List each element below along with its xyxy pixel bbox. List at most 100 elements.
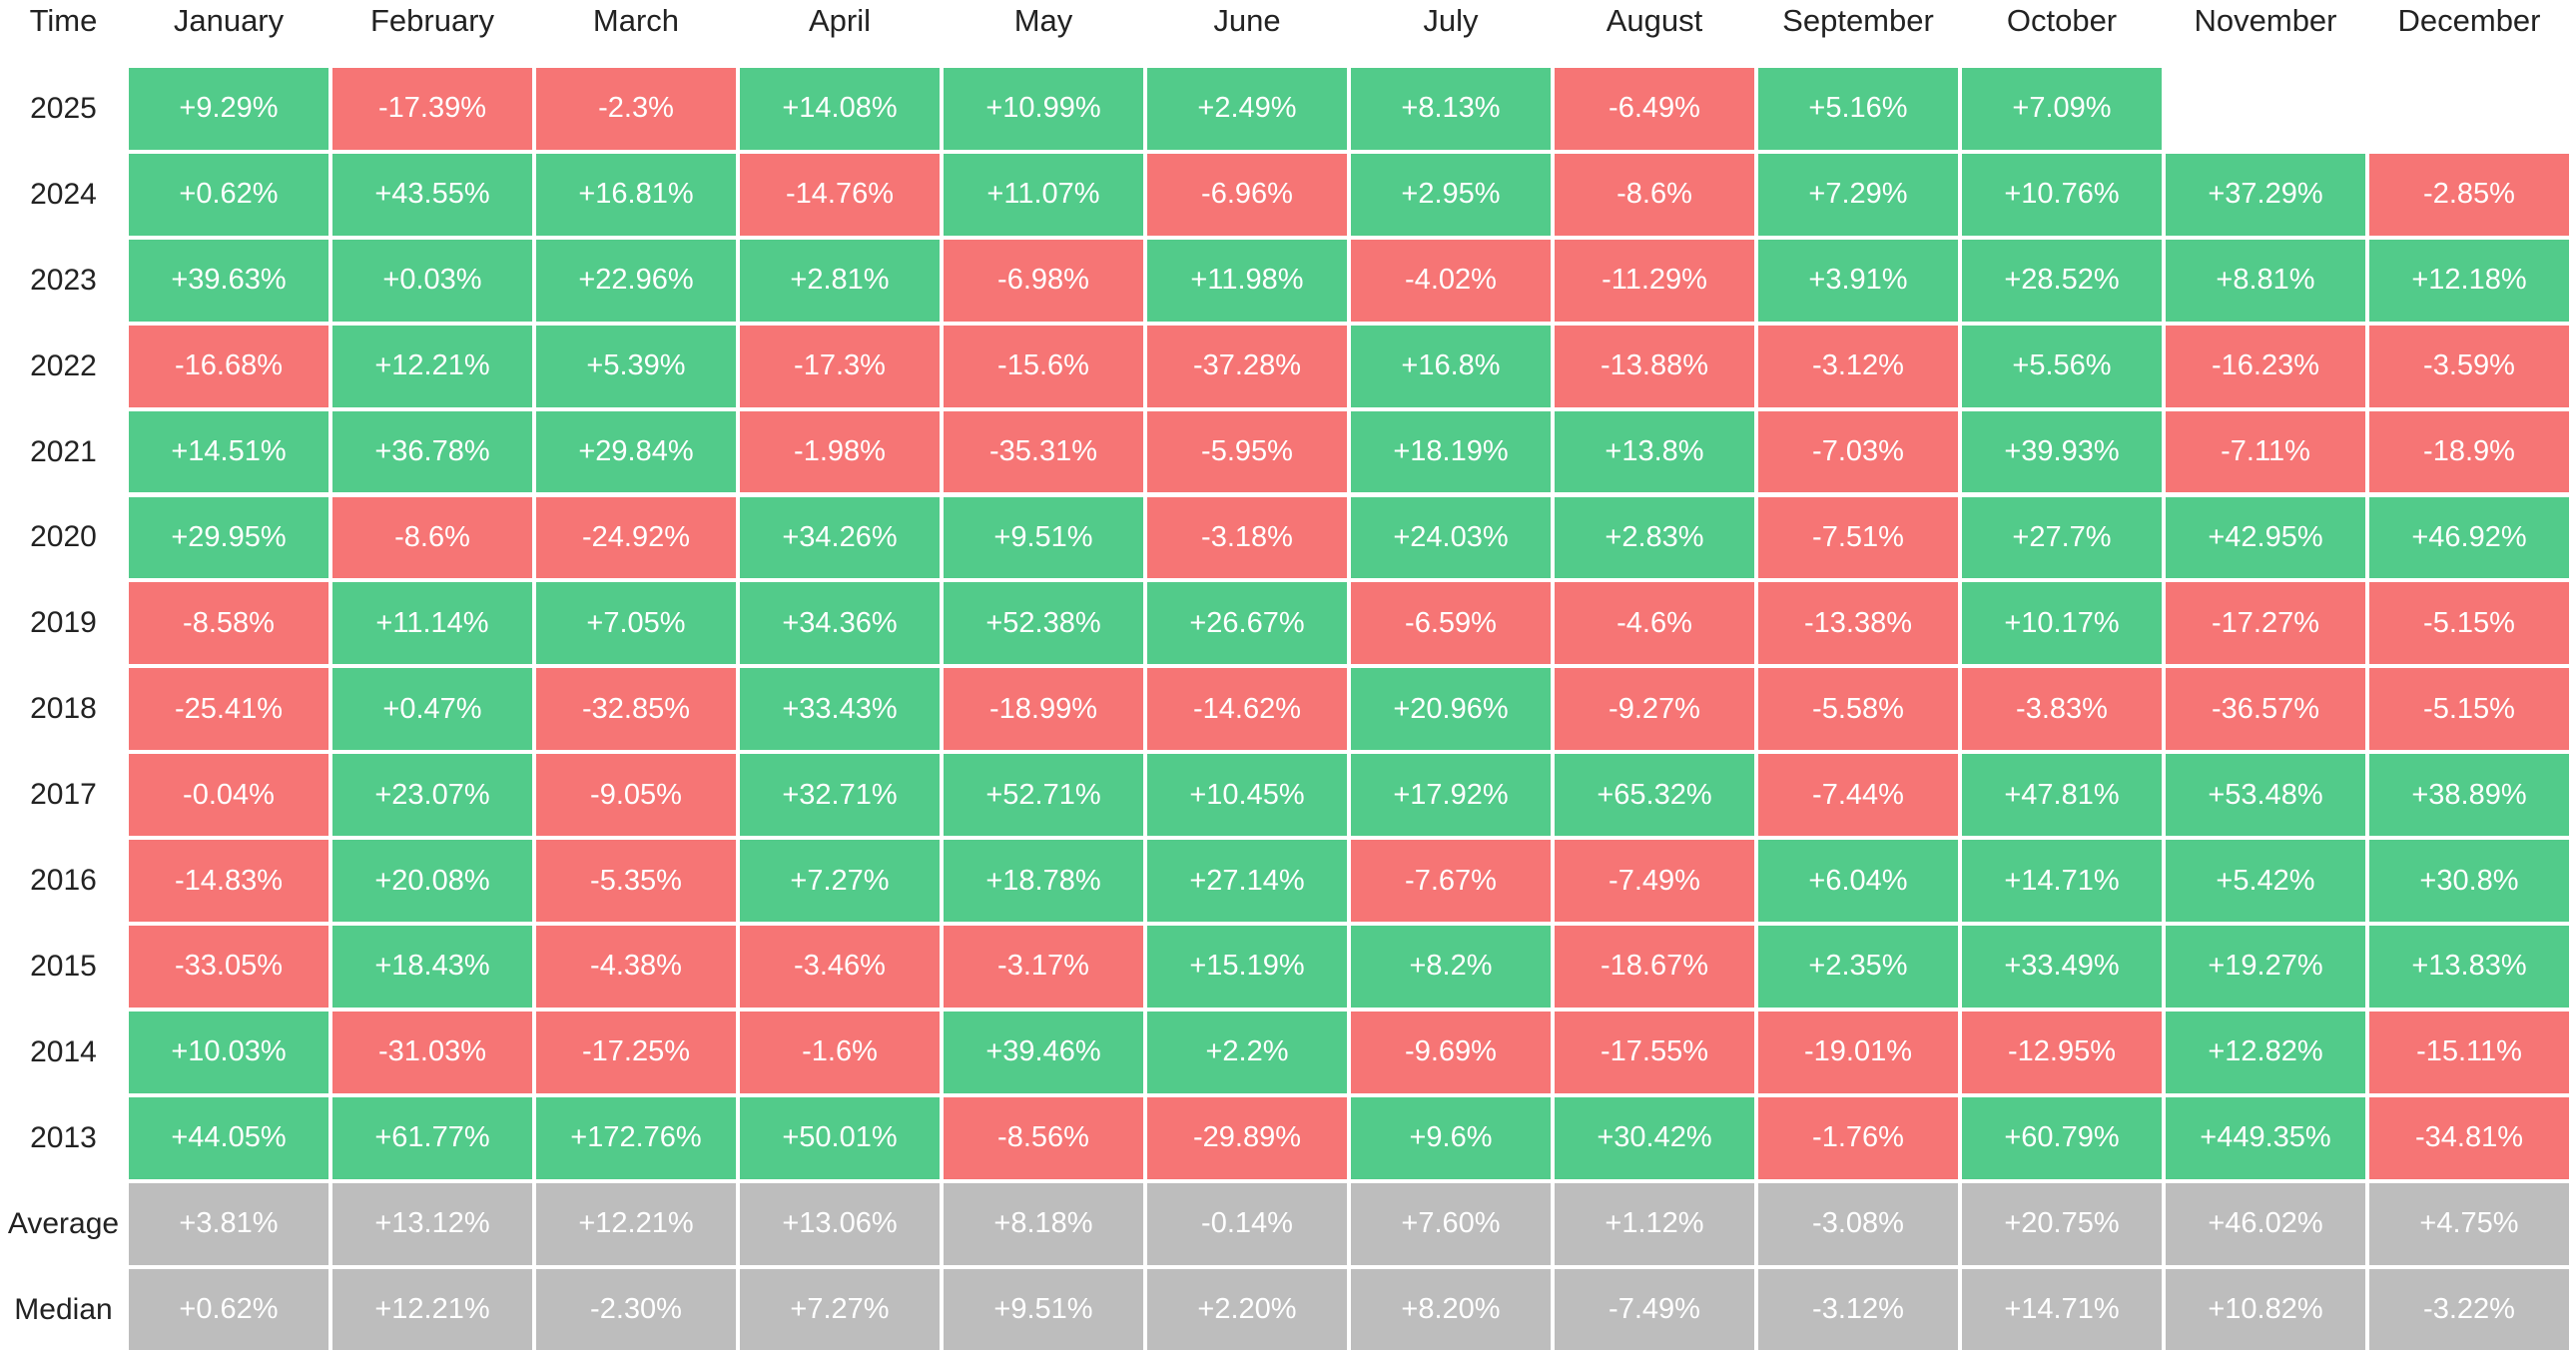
summary-cell: +9.51%: [942, 1266, 1145, 1353]
return-cell: +2.83%: [1553, 494, 1756, 581]
return-cell: -18.9%: [2367, 408, 2571, 495]
summary-cell: +10.82%: [2164, 1266, 2367, 1353]
return-cell: -9.69%: [1349, 1009, 1553, 1095]
return-cell: -8.58%: [127, 580, 330, 667]
return-cell: +0.03%: [330, 237, 534, 324]
return-cell: +33.43%: [738, 666, 942, 753]
return-cell: +0.62%: [127, 151, 330, 238]
return-cell: +14.71%: [1960, 838, 2164, 924]
return-cell: +8.13%: [1349, 66, 1553, 152]
return-cell: +172.76%: [534, 1094, 738, 1181]
return-cell: +7.29%: [1756, 151, 1960, 238]
return-cell: -7.67%: [1349, 838, 1553, 924]
year-label: 2024: [30, 177, 97, 211]
return-cell: +23.07%: [330, 752, 534, 839]
return-cell: -14.76%: [738, 151, 942, 238]
return-cell: +5.42%: [2164, 838, 2367, 924]
summary-cell: +46.02%: [2164, 1180, 2367, 1267]
return-cell: -7.51%: [1756, 494, 1960, 581]
return-cell: -37.28%: [1145, 323, 1349, 409]
return-cell: +50.01%: [738, 1094, 942, 1181]
return-cell: +10.45%: [1145, 752, 1349, 839]
return-cell: -29.89%: [1145, 1094, 1349, 1181]
month-header: January: [173, 3, 285, 38]
return-cell: +29.84%: [534, 408, 738, 495]
return-cell: +43.55%: [330, 151, 534, 238]
return-cell: +38.89%: [2367, 752, 2571, 839]
return-cell: -17.25%: [534, 1009, 738, 1095]
return-cell: +12.82%: [2164, 1009, 2367, 1095]
summary-cell: -3.08%: [1756, 1180, 1960, 1267]
summary-cell: +8.18%: [942, 1180, 1145, 1267]
return-cell: -1.76%: [1756, 1094, 1960, 1181]
return-cell: +5.39%: [534, 323, 738, 409]
month-header: March: [592, 3, 680, 38]
return-cell: +7.05%: [534, 580, 738, 667]
return-cell: +27.14%: [1145, 838, 1349, 924]
return-cell: +2.95%: [1349, 151, 1553, 238]
return-cell: +12.21%: [330, 323, 534, 409]
return-cell: -15.6%: [942, 323, 1145, 409]
return-cell: -18.99%: [942, 666, 1145, 753]
year-label: 2023: [30, 263, 97, 297]
return-cell: -17.3%: [738, 323, 942, 409]
return-cell: +61.77%: [330, 1094, 534, 1181]
return-cell: -8.6%: [1553, 151, 1756, 238]
return-cell: -8.56%: [942, 1094, 1145, 1181]
return-cell: +12.18%: [2367, 237, 2571, 324]
year-label: 2020: [30, 520, 97, 554]
return-cell: +17.92%: [1349, 752, 1553, 839]
return-cell: -5.15%: [2367, 666, 2571, 753]
return-cell: +18.43%: [330, 924, 534, 1010]
return-cell: +10.17%: [1960, 580, 2164, 667]
summary-cell: +13.06%: [738, 1180, 942, 1267]
return-cell: -32.85%: [534, 666, 738, 753]
return-cell: +39.63%: [127, 237, 330, 324]
return-cell: -4.02%: [1349, 237, 1553, 324]
return-cell: +449.35%: [2164, 1094, 2367, 1181]
return-cell: -1.98%: [738, 408, 942, 495]
return-cell: +39.93%: [1960, 408, 2164, 495]
return-cell: -3.59%: [2367, 323, 2571, 409]
return-cell: +10.03%: [127, 1009, 330, 1095]
return-cell: +5.56%: [1960, 323, 2164, 409]
month-header: October: [2006, 3, 2118, 38]
return-cell: -5.95%: [1145, 408, 1349, 495]
month-header: February: [369, 3, 495, 38]
return-cell: +53.48%: [2164, 752, 2367, 839]
return-cell: -17.55%: [1553, 1009, 1756, 1095]
summary-cell: -3.12%: [1756, 1266, 1960, 1353]
return-cell: +16.8%: [1349, 323, 1553, 409]
return-cell: +46.92%: [2367, 494, 2571, 581]
return-cell: -25.41%: [127, 666, 330, 753]
year-label: 2019: [30, 606, 97, 640]
header-corner: Time: [29, 3, 98, 38]
return-cell: +13.83%: [2367, 924, 2571, 1010]
return-cell: +2.49%: [1145, 66, 1349, 152]
return-cell: +6.04%: [1756, 838, 1960, 924]
return-cell: -16.68%: [127, 323, 330, 409]
return-cell: -3.46%: [738, 924, 942, 1010]
summary-cell: +3.81%: [127, 1180, 330, 1267]
summary-cell: +7.60%: [1349, 1180, 1553, 1267]
month-header: August: [1606, 3, 1703, 38]
return-cell: +11.07%: [942, 151, 1145, 238]
month-header: September: [1782, 3, 1934, 38]
summary-cell: +12.21%: [534, 1180, 738, 1267]
year-label: 2018: [30, 692, 97, 726]
return-cell: -11.29%: [1553, 237, 1756, 324]
return-cell: +30.42%: [1553, 1094, 1756, 1181]
return-cell: +20.96%: [1349, 666, 1553, 753]
return-cell: +10.76%: [1960, 151, 2164, 238]
month-header: June: [1213, 3, 1281, 38]
return-cell: -4.38%: [534, 924, 738, 1010]
return-cell: -12.95%: [1960, 1009, 2164, 1095]
return-cell: +18.78%: [942, 838, 1145, 924]
return-cell: +42.95%: [2164, 494, 2367, 581]
return-cell: -7.03%: [1756, 408, 1960, 495]
month-header: December: [2397, 3, 2541, 38]
return-cell: -5.15%: [2367, 580, 2571, 667]
return-cell: -36.57%: [2164, 666, 2367, 753]
summary-cell: +14.71%: [1960, 1266, 2164, 1353]
